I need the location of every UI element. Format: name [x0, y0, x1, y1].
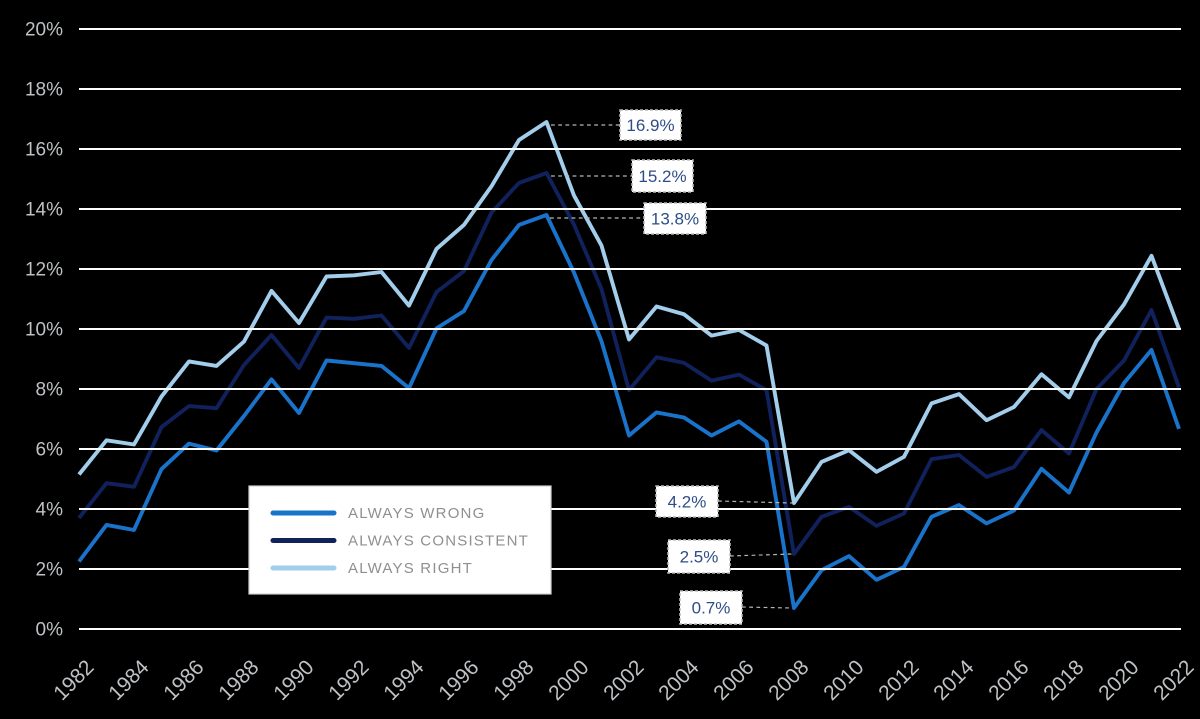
svg-text:18%: 18% — [25, 80, 63, 101]
svg-text:13.8%: 13.8% — [651, 210, 699, 229]
svg-text:20%: 20% — [25, 20, 63, 41]
svg-text:ALWAYS WRONG: ALWAYS WRONG — [348, 505, 485, 522]
svg-text:0%: 0% — [36, 620, 64, 641]
svg-text:15.2%: 15.2% — [638, 167, 686, 186]
svg-text:16%: 16% — [25, 140, 63, 161]
svg-text:ALWAYS RIGHT: ALWAYS RIGHT — [348, 560, 473, 577]
svg-text:6%: 6% — [36, 440, 64, 461]
svg-text:10%: 10% — [25, 320, 63, 341]
svg-text:16.9%: 16.9% — [626, 116, 674, 135]
svg-text:ALWAYS CONSISTENT: ALWAYS CONSISTENT — [348, 533, 529, 550]
svg-text:12%: 12% — [25, 260, 63, 281]
svg-text:2.5%: 2.5% — [680, 548, 719, 567]
svg-text:4%: 4% — [36, 500, 64, 521]
svg-text:4.2%: 4.2% — [668, 493, 707, 512]
svg-text:8%: 8% — [36, 380, 64, 401]
svg-text:2%: 2% — [36, 560, 64, 581]
svg-text:14%: 14% — [25, 200, 63, 221]
svg-text:0.7%: 0.7% — [692, 599, 731, 618]
